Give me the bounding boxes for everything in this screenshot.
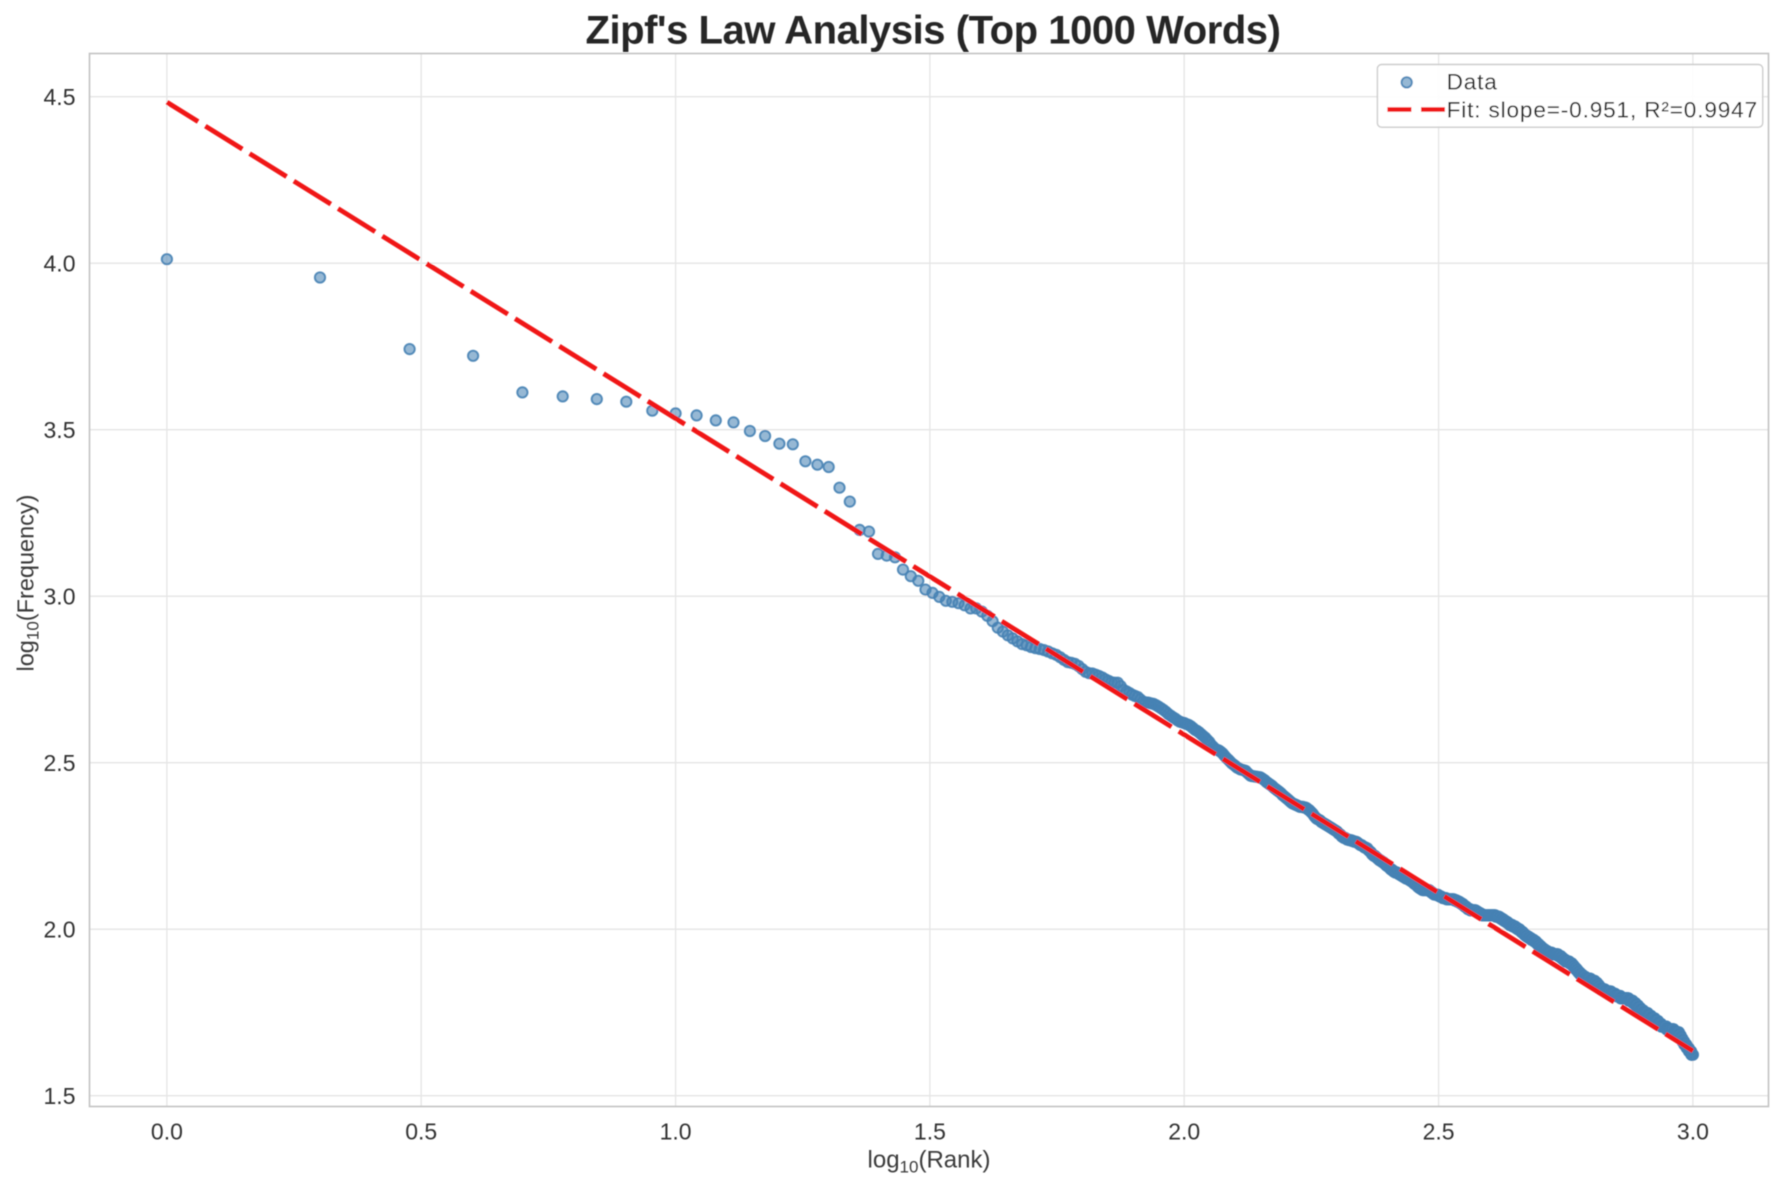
svg-text:Fit: slope=-0.951, R²=0.9947: Fit: slope=-0.951, R²=0.9947 [1447,97,1758,122]
svg-text:0.5: 0.5 [405,1119,437,1145]
svg-text:log10(Rank): log10(Rank) [868,1147,991,1177]
svg-text:2.5: 2.5 [44,750,76,776]
svg-text:Zipf's Law Analysis (Top 1000: Zipf's Law Analysis (Top 1000 Words) [586,9,1281,53]
svg-text:2.5: 2.5 [1423,1119,1455,1145]
svg-text:log10(Frequency): log10(Frequency) [13,495,43,672]
svg-text:4.0: 4.0 [44,251,76,277]
svg-text:2.0: 2.0 [1168,1119,1200,1145]
svg-text:2.0: 2.0 [44,917,76,943]
svg-text:0.0: 0.0 [151,1119,183,1145]
svg-text:1.5: 1.5 [914,1119,946,1145]
svg-text:1.5: 1.5 [44,1083,76,1109]
svg-text:4.5: 4.5 [44,84,76,110]
svg-text:1.0: 1.0 [660,1119,692,1145]
svg-text:3.0: 3.0 [1677,1119,1709,1145]
svg-text:3.5: 3.5 [44,417,76,443]
svg-text:3.0: 3.0 [44,584,76,610]
svg-text:Data: Data [1447,69,1498,94]
